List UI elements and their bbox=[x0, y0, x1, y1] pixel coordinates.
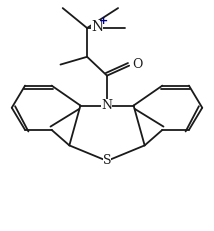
Text: N: N bbox=[91, 20, 103, 34]
Text: +: + bbox=[98, 16, 108, 26]
Text: S: S bbox=[103, 154, 111, 167]
Text: O: O bbox=[132, 58, 142, 71]
Text: N: N bbox=[101, 99, 113, 112]
